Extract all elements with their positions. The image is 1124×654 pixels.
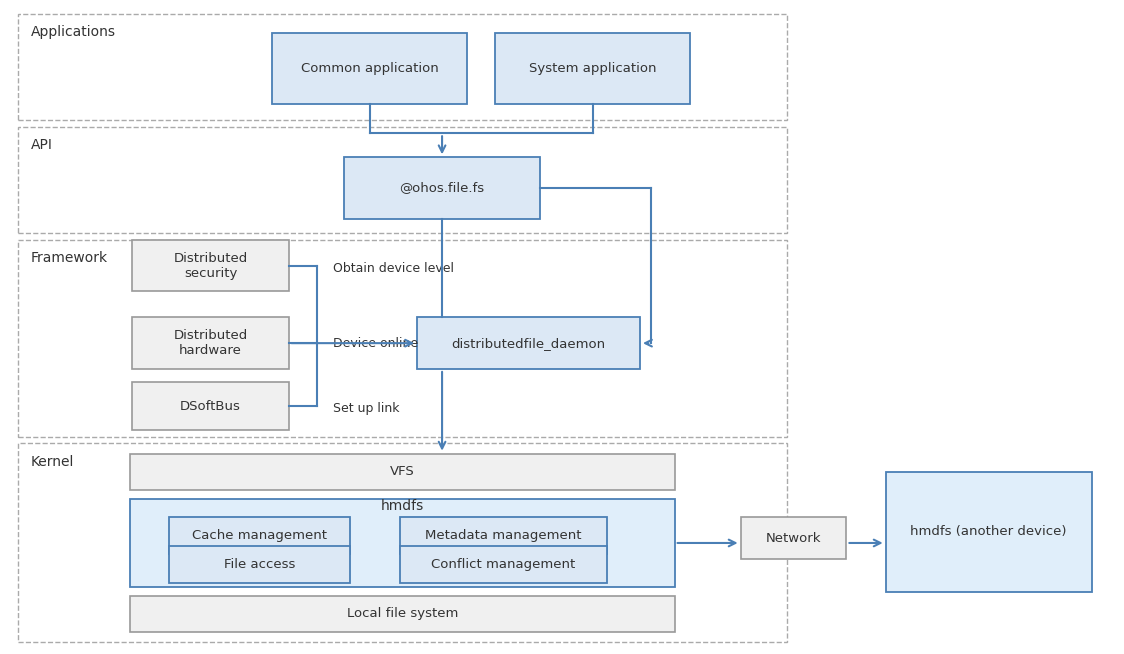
Bar: [272, 33, 468, 104]
Text: Device online: Device online: [334, 337, 418, 351]
Bar: [417, 317, 640, 369]
Text: File access: File access: [224, 558, 296, 571]
Bar: [741, 517, 846, 559]
Bar: [130, 454, 674, 490]
Bar: [133, 317, 289, 369]
Bar: [133, 382, 289, 430]
Text: hmdfs: hmdfs: [381, 500, 424, 513]
Text: Local file system: Local file system: [347, 607, 459, 620]
Bar: [344, 157, 540, 218]
Bar: [170, 517, 350, 555]
Text: DSoftBus: DSoftBus: [180, 400, 241, 413]
Bar: [18, 443, 788, 642]
Text: Obtain device level: Obtain device level: [334, 262, 454, 275]
Text: Common application: Common application: [301, 62, 438, 75]
Bar: [886, 472, 1091, 592]
Text: Distributed
hardware: Distributed hardware: [173, 329, 247, 357]
Text: Metadata management: Metadata management: [425, 529, 582, 542]
Text: Cache management: Cache management: [192, 529, 327, 542]
Bar: [495, 33, 690, 104]
Text: API: API: [31, 139, 53, 152]
Text: System application: System application: [529, 62, 656, 75]
Bar: [130, 500, 674, 587]
Bar: [170, 546, 350, 583]
Bar: [400, 546, 607, 583]
Bar: [18, 127, 788, 233]
Text: VFS: VFS: [390, 465, 415, 478]
Text: Network: Network: [765, 532, 822, 545]
Text: distributedfile_daemon: distributedfile_daemon: [452, 337, 606, 350]
Text: Applications: Applications: [31, 26, 116, 39]
Text: @ohos.file.fs: @ohos.file.fs: [399, 181, 484, 194]
Bar: [400, 517, 607, 555]
Text: Distributed
security: Distributed security: [173, 252, 247, 280]
Bar: [18, 14, 788, 120]
Bar: [18, 240, 788, 437]
Text: Kernel: Kernel: [31, 455, 74, 469]
Text: Conflict management: Conflict management: [432, 558, 575, 571]
Bar: [133, 240, 289, 292]
Text: Set up link: Set up link: [334, 402, 400, 415]
Text: Framework: Framework: [31, 251, 108, 266]
Text: hmdfs (another device): hmdfs (another device): [910, 526, 1067, 538]
Bar: [130, 596, 674, 632]
